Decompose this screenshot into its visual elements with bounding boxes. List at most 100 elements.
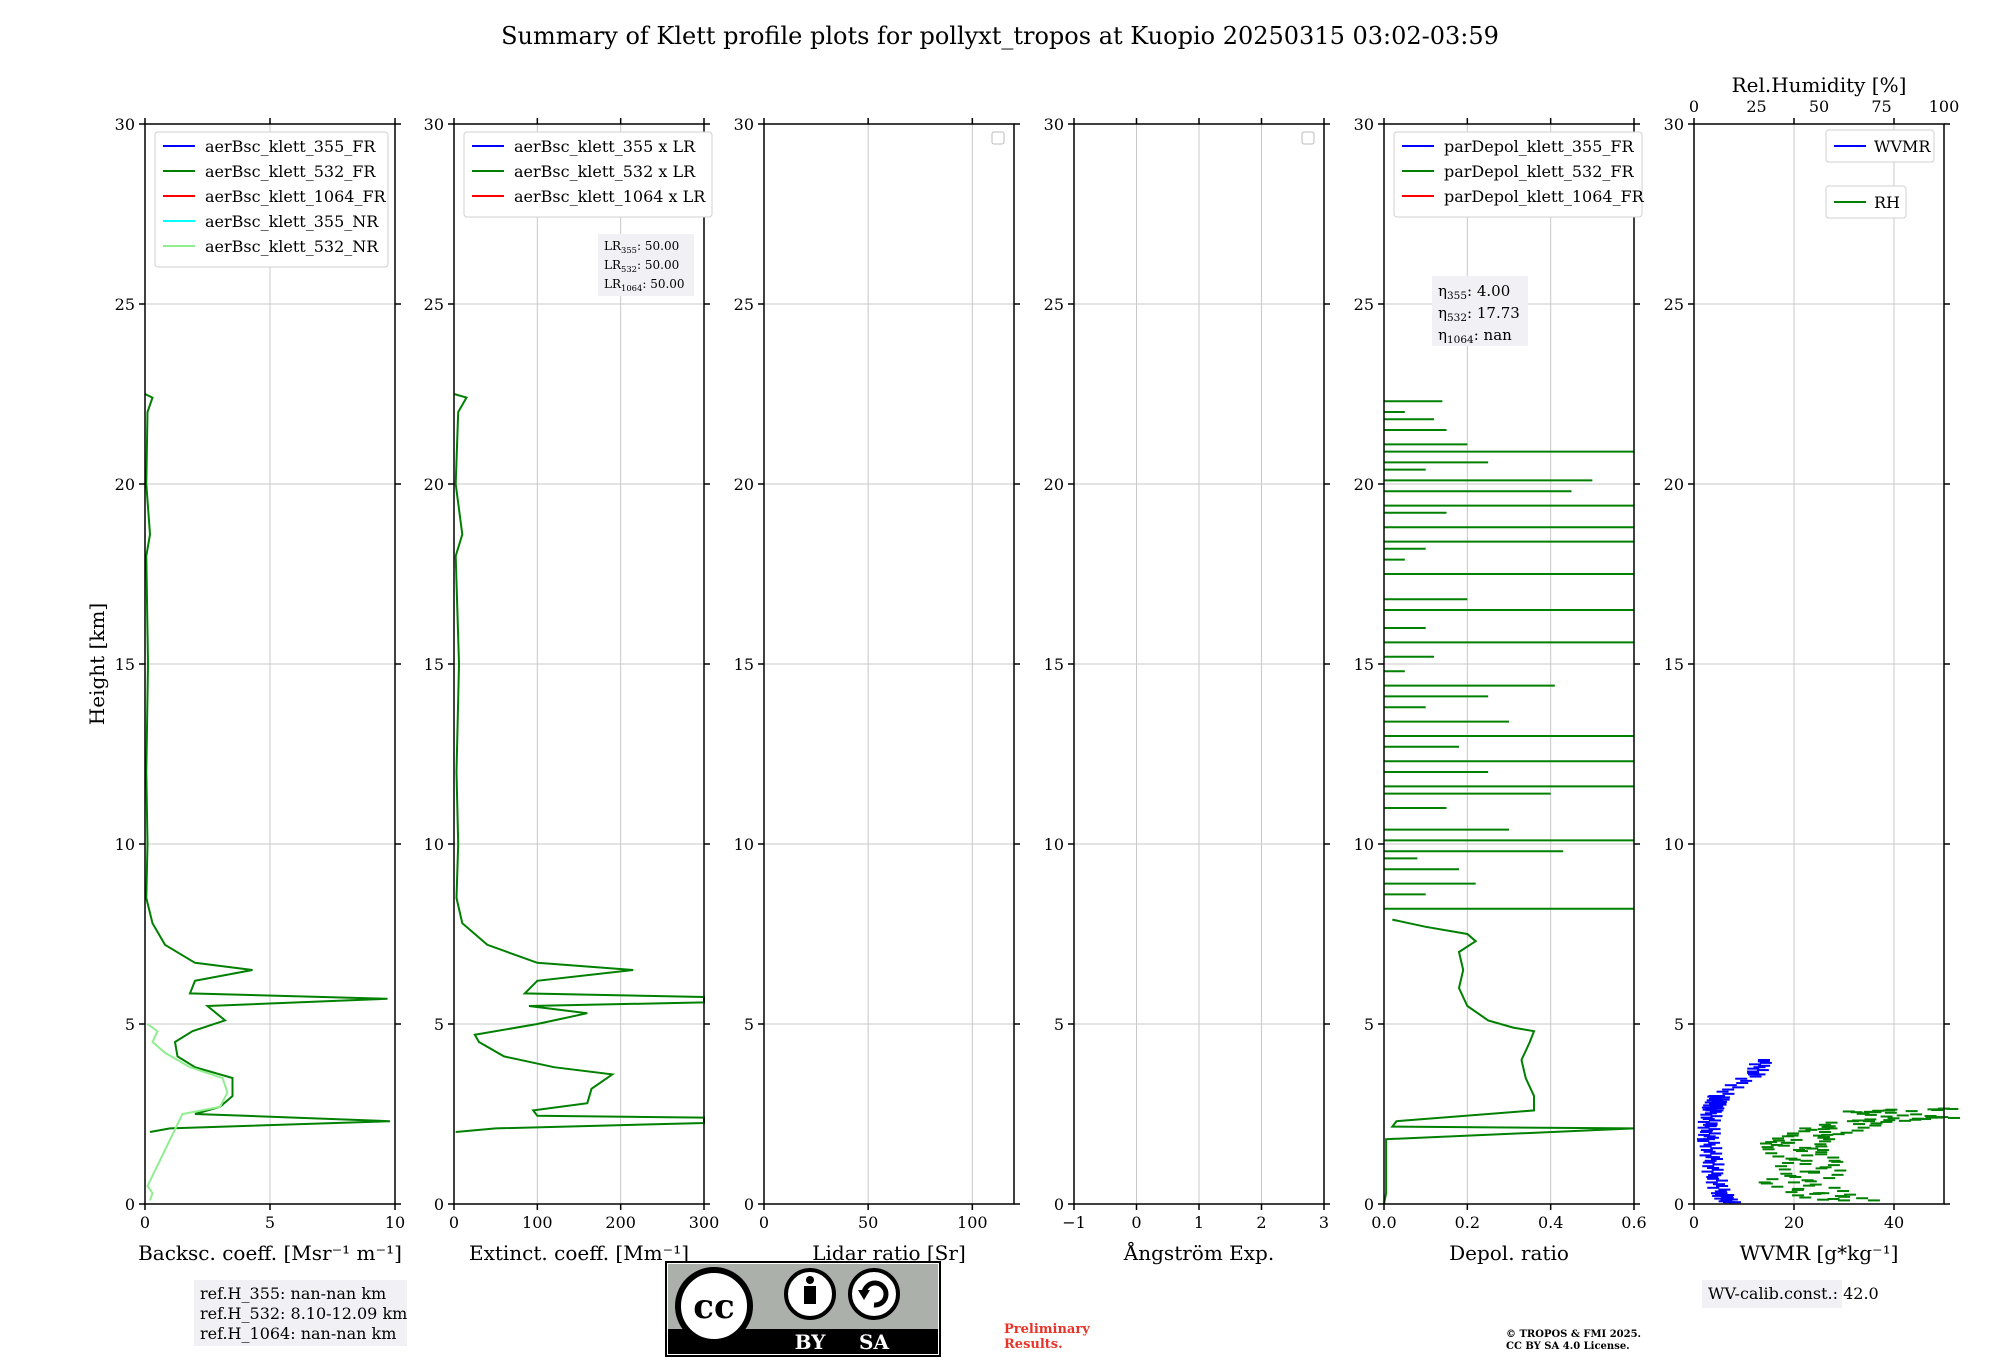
y-tick-label: 10 [1354,835,1374,854]
x-axis-label: Extinct. coeff. [Mm⁻¹] [469,1241,689,1265]
series-line-aerBsc_klett_532_NR [146,1023,229,1201]
series-line-parDepol_klett_532_FR [1383,918,1635,1205]
axes-frame [1383,123,1635,1205]
y-tick-label: 20 [115,475,135,494]
y-tick-label: 5 [1364,1015,1374,1034]
y-tick-label: 15 [1044,655,1064,674]
y-tick-label: 25 [115,295,135,314]
legend-label: aerBsc_klett_355_NR [205,212,379,231]
x-axis-label: Ångström Exp. [1123,1240,1274,1265]
top-x-tick-label: 100 [1929,97,1960,116]
x-tick-label: −1 [1062,1213,1086,1232]
top-x-tick-label: 50 [1809,97,1829,116]
eta-info-line: η1064: nan [1438,326,1512,346]
lr-info-line: LR355: 50.00 [604,239,679,255]
legend-label: aerBsc_klett_532_FR [205,162,376,181]
top-x-axis-label: Rel.Humidity [%] [1732,73,1907,97]
x-tick-label: 2 [1256,1213,1266,1232]
x-tick-label: 0 [449,1213,459,1232]
wv-calib-box: WV-calib.const.: 42.0 [1702,1280,1879,1308]
y-tick-label: 30 [424,115,444,134]
x-axis-label: Backsc. coeff. [Msr⁻¹ m⁻¹] [138,1241,402,1265]
legend-label: aerBsc_klett_532 x LR [514,162,696,181]
y-tick-label: 10 [734,835,754,854]
legend-label: aerBsc_klett_355_FR [205,137,376,156]
axes-frame [453,123,705,1205]
legend-label: WVMR [1874,137,1931,156]
panel-wvmr-rh: 0 5 10 15 20 25 30 0 20 40 WVMR [g*kg⁻¹] Rel.Humidi… [1664,73,1961,1265]
axes-frame [1693,123,1945,1205]
y-tick-label: 10 [1044,835,1064,854]
series-line-aerBsc_klett_532 x LR [453,393,705,1133]
y-tick-label: 5 [1054,1015,1064,1034]
y-tick-label: 10 [1664,835,1684,854]
lr-info-line: LR1064: 50.00 [604,277,685,293]
x-tick-label: 0 [140,1213,150,1232]
legend-label: parDepol_klett_355_FR [1444,137,1635,156]
x-tick-label: 0.2 [1455,1213,1480,1232]
y-tick-label: 20 [734,475,754,494]
empty-legend-box [1301,131,1315,145]
by-label: BY [795,1330,827,1354]
x-tick-label: 1 [1194,1213,1204,1232]
y-tick-label: 0 [1364,1195,1374,1214]
x-tick-label: 5 [265,1213,275,1232]
ref-heights-bg [194,1280,407,1346]
panel-backscatter: 0 5 10 15 20 25 30 0 5 10 Backsc. coeff. [Msr⁻¹ m⁻… [85,115,405,1265]
y-tick-label: 25 [1664,295,1684,314]
series-line-aerBsc_klett_532_FR [144,393,391,1133]
top-x-tick-label: 25 [1746,97,1766,116]
lidar-ratio-info: LR355: 50.00 LR532: 50.00 LR1064: 50.00 [598,234,694,296]
x-tick-label: 10 [385,1213,405,1232]
ref-height-355: ref.H_355: nan-nan km [200,1284,386,1303]
y-tick-label: 5 [125,1015,135,1034]
copyright-line-1: © TROPOS & FMI 2025. [1506,1329,1641,1340]
y-axis-label: Height [km] [85,603,109,725]
ref-height-532: ref.H_532: 8.10-12.09 km [200,1304,407,1323]
axes-frame [763,123,1015,1205]
eta-info-bg [1432,276,1528,346]
y-tick-label: 15 [734,655,754,674]
preliminary-line-2: Results. [1004,1337,1063,1352]
y-tick-label: 5 [1674,1015,1684,1034]
x-tick-label: 0 [759,1213,769,1232]
y-tick-label: 15 [1354,655,1374,674]
y-tick-label: 20 [424,475,444,494]
legend-label: parDepol_klett_1064_FR [1444,187,1645,206]
y-tick-label: 5 [744,1015,754,1034]
x-tick-label: 100 [957,1213,988,1232]
legend-label: aerBsc_klett_1064 x LR [514,187,706,206]
top-x-tick-label: 75 [1871,97,1891,116]
x-tick-label: 0 [1689,1213,1699,1232]
legend-label: aerBsc_klett_1064_FR [205,187,387,206]
legend-label: aerBsc_klett_355 x LR [514,137,696,156]
y-tick-label: 15 [115,655,135,674]
sa-label: SA [859,1330,889,1354]
legend-frame [463,131,713,218]
y-tick-label: 25 [734,295,754,314]
y-tick-label: 0 [434,1195,444,1214]
y-tick-label: 0 [1054,1195,1064,1214]
copyright-line-2: CC BY SA 4.0 License. [1506,1341,1630,1352]
x-tick-label: 100 [522,1213,553,1232]
y-tick-label: 10 [424,835,444,854]
y-tick-label: 15 [424,655,444,674]
y-tick-label: 20 [1354,475,1374,494]
legend: WVMR RH [1825,129,1935,219]
x-tick-label: 0.0 [1371,1213,1396,1232]
y-tick-label: 30 [734,115,754,134]
wv-calib-text: WV-calib.const.: 42.0 [1708,1284,1879,1303]
lr-info-line: LR532: 50.00 [604,258,679,274]
empty-legend-box [991,131,1005,145]
y-tick-label: 30 [1664,115,1684,134]
eta-info-line: η532: 17.73 [1438,304,1520,324]
x-tick-label: 300 [689,1213,720,1232]
cc-icon [675,1267,753,1345]
legend: aerBsc_klett_355 x LR aerBsc_klett_532 x … [463,131,713,218]
y-tick-label: 20 [1044,475,1064,494]
